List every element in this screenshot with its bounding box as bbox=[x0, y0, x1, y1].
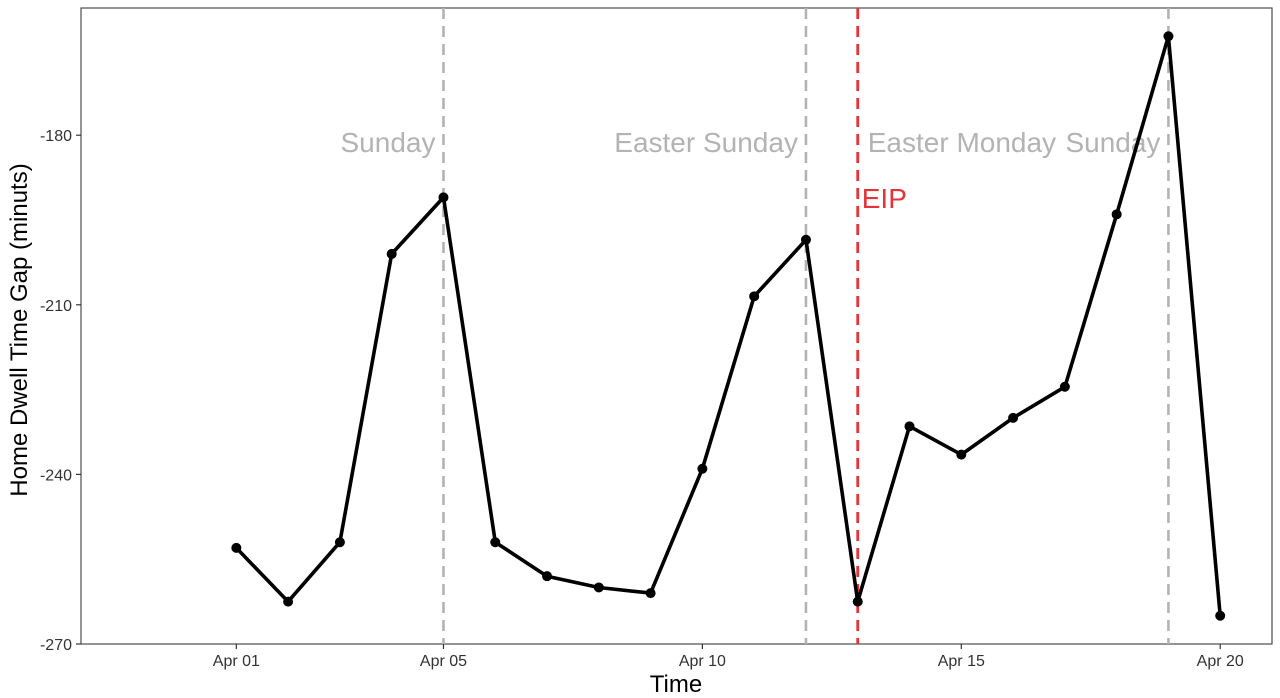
x-axis: Apr 01 Apr 05 Apr 10 Apr 15 Apr 20 bbox=[213, 644, 1244, 670]
data-point bbox=[593, 582, 604, 593]
data-point bbox=[956, 449, 967, 460]
reference-line-label: Easter Monday bbox=[868, 127, 1056, 158]
x-tick-label: Apr 15 bbox=[938, 653, 985, 670]
y-tick-label: -270 bbox=[40, 637, 72, 654]
plot-panel bbox=[80, 7, 1273, 645]
data-point bbox=[645, 588, 656, 599]
reference-lines: Sunday Easter Sunday Easter Monday Sunday bbox=[341, 8, 1170, 644]
data-point bbox=[1111, 209, 1122, 220]
x-tick-label: Apr 01 bbox=[213, 653, 260, 670]
x-tick-label: Apr 10 bbox=[679, 653, 726, 670]
eip-label: EIP bbox=[862, 183, 907, 214]
data-point bbox=[852, 596, 863, 607]
data-point bbox=[1059, 381, 1070, 392]
data-point bbox=[1215, 610, 1226, 621]
data-point bbox=[904, 421, 915, 432]
series-line bbox=[234, 34, 1222, 618]
y-axis: -180 -210 -240 -270 bbox=[40, 128, 81, 654]
data-point bbox=[800, 234, 811, 245]
data-point bbox=[386, 248, 397, 259]
reference-line-label: Easter Sunday bbox=[614, 127, 798, 158]
x-axis-title: Time bbox=[650, 671, 702, 698]
y-tick-label: -210 bbox=[40, 298, 72, 315]
x-tick-label: Apr 20 bbox=[1197, 653, 1244, 670]
series-group bbox=[231, 31, 1226, 621]
data-point bbox=[231, 542, 242, 553]
y-axis-title: Home Dwell Time Gap (minuts) bbox=[6, 163, 33, 496]
data-point bbox=[697, 463, 708, 474]
data-point bbox=[1163, 31, 1174, 42]
y-tick-label: -180 bbox=[40, 128, 72, 145]
data-point bbox=[1008, 412, 1019, 423]
reference-line-label: Sunday bbox=[1065, 127, 1160, 158]
data-point bbox=[334, 537, 345, 548]
reference-line-label: Sunday bbox=[341, 127, 436, 158]
data-point bbox=[749, 291, 760, 302]
y-tick-label: -240 bbox=[40, 467, 72, 484]
data-point bbox=[490, 537, 501, 548]
data-point bbox=[283, 596, 294, 607]
x-tick-label: Apr 05 bbox=[420, 653, 467, 670]
eip-line-group: EIP bbox=[856, 8, 907, 644]
data-point bbox=[438, 192, 449, 203]
data-point bbox=[542, 571, 553, 582]
